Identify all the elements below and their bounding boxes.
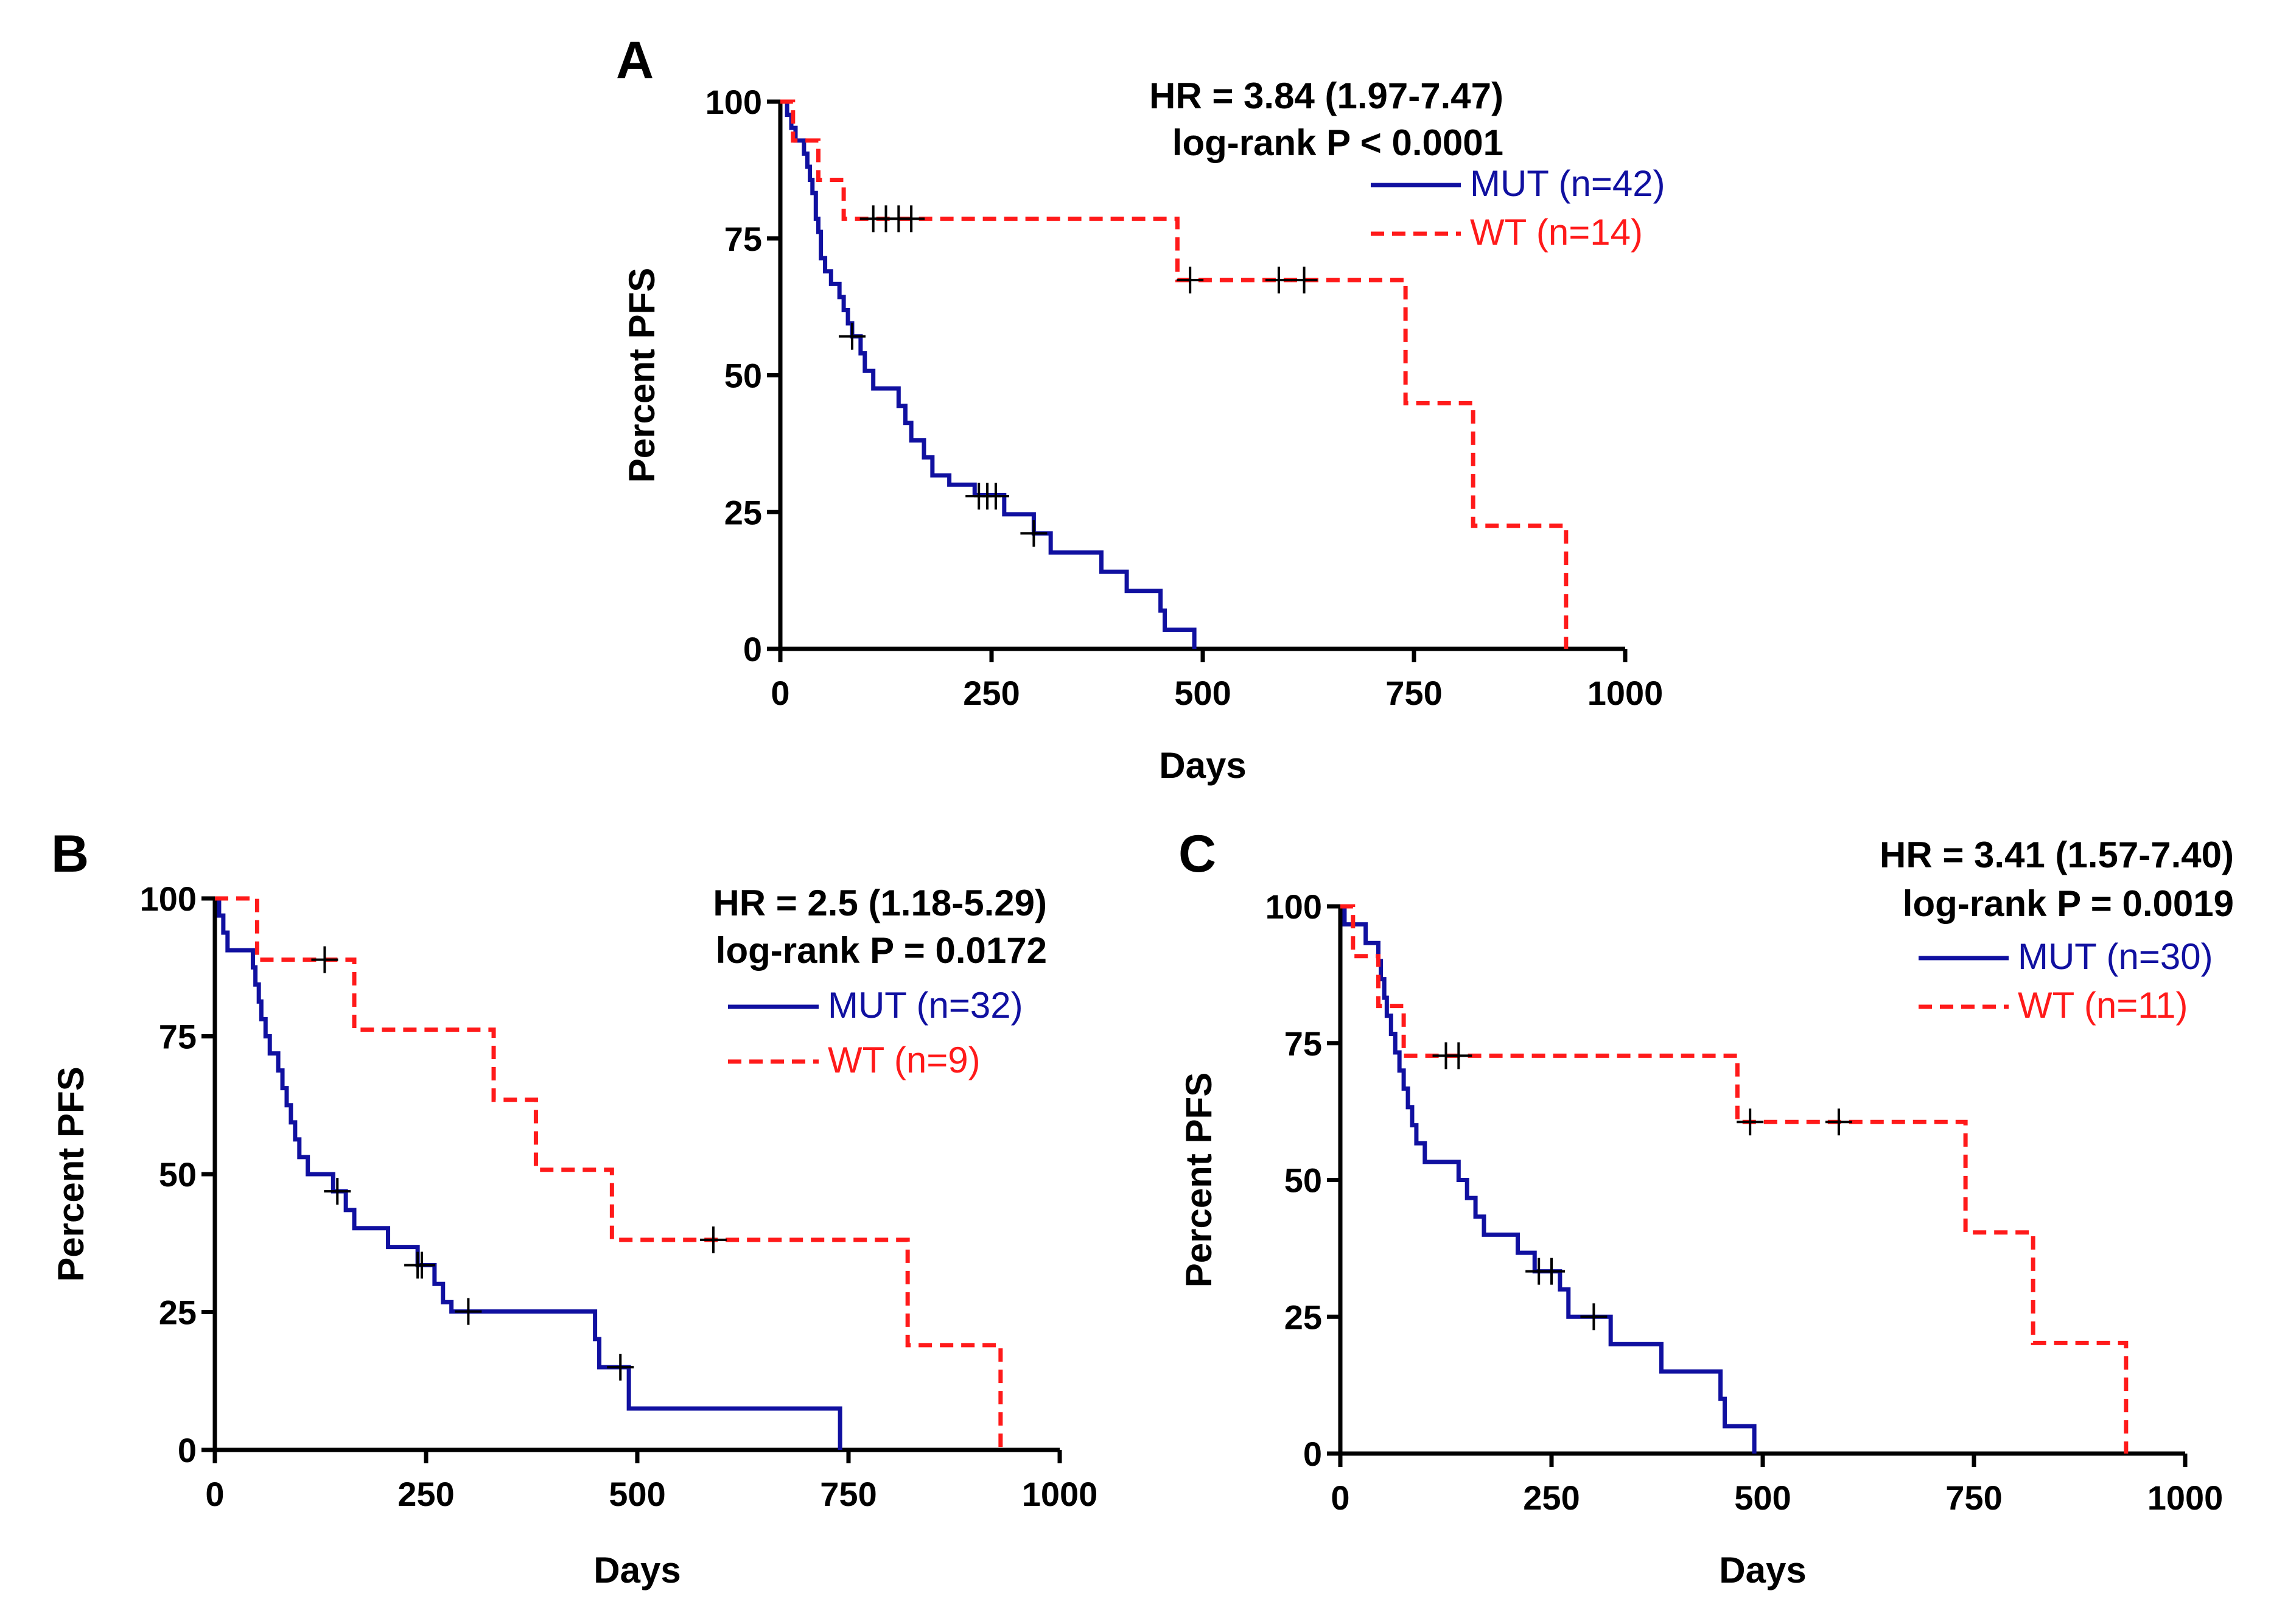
x-tick-label: 250 — [1523, 1479, 1580, 1517]
x-tick-label: 500 — [1734, 1479, 1791, 1517]
censor-mark-wt — [699, 1226, 727, 1253]
legend-label-mut: MUT (n=32) — [828, 985, 1023, 1026]
censor-mark-mut — [324, 1178, 351, 1205]
legend-label-mut: MUT (n=42) — [1470, 163, 1665, 204]
x-tick-label: 250 — [963, 674, 1020, 712]
y-tick-label: 50 — [724, 357, 762, 395]
x-tick-label: 0 — [205, 1475, 224, 1513]
x-tick-label: 0 — [771, 674, 789, 712]
x-tick-label: 750 — [1945, 1479, 2002, 1517]
panel-letter: C — [1178, 825, 1216, 883]
y-tick-label: 25 — [724, 493, 762, 531]
y-tick-label: 0 — [1303, 1435, 1322, 1473]
y-tick-label: 100 — [705, 83, 762, 121]
hazard-ratio-text: HR = 2.5 (1.18-5.29) — [713, 883, 1047, 923]
censor-mark-wt — [311, 946, 338, 973]
censor-mark-wt — [898, 205, 925, 233]
legend-label-mut: MUT (n=30) — [2018, 936, 2213, 977]
y-tick-label: 0 — [743, 630, 762, 668]
y-tick-label: 100 — [140, 880, 197, 918]
censor-mark-mut — [838, 323, 866, 350]
censor-mark-mut — [1538, 1258, 1565, 1285]
y-tick-label: 50 — [1284, 1161, 1322, 1200]
series-line-mut — [1340, 904, 1757, 1454]
y-axis-label: Percent PFS — [51, 1066, 91, 1281]
y-tick-label: 75 — [1284, 1024, 1322, 1063]
censor-mark-mut — [607, 1354, 634, 1381]
series-line-wt — [1340, 904, 2129, 1454]
censor-mark-mut — [455, 1298, 482, 1325]
series-line-mut — [780, 99, 1197, 649]
hazard-ratio-text: HR = 3.41 (1.57-7.40) — [1880, 835, 2234, 875]
hazard-ratio-text: HR = 3.84 (1.97-7.47) — [1149, 75, 1503, 116]
y-axis-label: Percent PFS — [621, 268, 662, 483]
censor-mark-mut — [408, 1251, 436, 1279]
y-axis-label: Percent PFS — [1178, 1073, 1219, 1287]
log-rank-p-text: log-rank P = 0.0019 — [1903, 883, 2234, 924]
y-tick-label: 100 — [1265, 887, 1322, 926]
x-tick-label: 1000 — [1022, 1475, 1098, 1513]
x-axis-label: Days — [593, 1550, 681, 1591]
series-line-mut — [215, 896, 842, 1450]
x-tick-label: 750 — [1385, 674, 1442, 712]
panel-a: A 0 250 500 750 1000 0 25 50 75 100 Days Percent PFS… — [616, 31, 1665, 786]
x-tick-label: 500 — [609, 1475, 665, 1513]
series-line-wt — [215, 896, 1003, 1450]
legend-label-wt: WT (n=14) — [1470, 212, 1643, 253]
censor-mark-wt — [1177, 267, 1204, 294]
x-tick-label: 750 — [820, 1475, 877, 1513]
censor-mark-wt — [1445, 1042, 1472, 1069]
x-tick-label: 1000 — [1587, 674, 1664, 712]
y-tick-label: 75 — [159, 1018, 197, 1056]
x-axis-label: Days — [1719, 1550, 1806, 1591]
x-tick-label: 500 — [1174, 674, 1231, 712]
y-tick-label: 25 — [159, 1293, 197, 1332]
panel-b: B 0 250 500 750 1000 0 25 50 75 100 Days Percent PFS… — [51, 825, 1097, 1591]
y-tick-label: 50 — [159, 1155, 197, 1194]
y-tick-label: 0 — [178, 1431, 197, 1469]
x-tick-label: 1000 — [2147, 1479, 2224, 1517]
censor-mark-mut — [1020, 520, 1048, 547]
censor-mark-mut — [982, 483, 1009, 510]
series-line-wt — [780, 99, 1569, 649]
x-tick-label: 250 — [397, 1475, 454, 1513]
panel-letter: A — [616, 31, 654, 89]
censor-mark-wt — [1265, 267, 1292, 294]
log-rank-p-text: log-rank P = 0.0172 — [716, 930, 1047, 971]
panel-c: C 0 250 500 750 1000 0 25 50 75 100 Days Percent PFS… — [1178, 825, 2234, 1591]
y-tick-label: 25 — [1284, 1298, 1322, 1336]
censor-mark-mut — [1580, 1303, 1608, 1331]
censor-mark-wt — [1825, 1108, 1852, 1136]
legend-label-wt: WT (n=11) — [2018, 985, 2188, 1026]
panel-letter: B — [51, 825, 89, 883]
log-rank-p-text: log-rank P < 0.0001 — [1172, 122, 1503, 163]
censor-mark-wt — [1737, 1108, 1764, 1136]
x-axis-label: Days — [1159, 745, 1246, 786]
x-tick-label: 0 — [1331, 1479, 1349, 1517]
censor-mark-wt — [1290, 267, 1318, 294]
legend-label-wt: WT (n=9) — [828, 1040, 981, 1080]
y-tick-label: 75 — [724, 220, 762, 258]
